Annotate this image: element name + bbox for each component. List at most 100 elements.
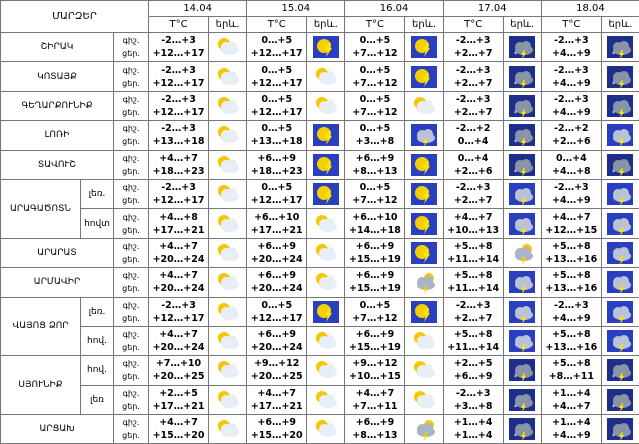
night-temp: +5…+8 <box>453 240 493 252</box>
night-temp: +9…+12 <box>254 358 300 370</box>
icon-cell: * <box>600 414 639 444</box>
night-temp: 0…+4 <box>556 152 587 164</box>
temperature: +6…+9 +20…+24 <box>246 267 308 298</box>
night-temp: +6…+9 <box>355 152 395 164</box>
icon-cell: * <box>502 120 542 151</box>
day-temp: +4…+9 <box>552 312 591 324</box>
zone: հով. <box>80 325 114 357</box>
svg-text:*: * <box>612 110 615 117</box>
temperature: -2…+3 +12…+17 <box>148 296 210 327</box>
time-labels: գիշ. ցեր. <box>112 208 150 239</box>
icon-cell <box>208 90 248 122</box>
night-temp: 0…+5 <box>261 35 293 47</box>
icon-cell: * <box>600 61 639 92</box>
weather-icon <box>315 96 337 114</box>
region-row: ԱՐՄԱՎԻՐ գիշ. ցեր. +4…+7 +20…+24 +6…+9 +20…+24 +… <box>0 267 639 298</box>
weather-icon <box>312 183 339 206</box>
day-temp: +4…+9 <box>552 48 591 60</box>
night-temp: +5…+8 <box>453 329 493 341</box>
day-label: ցեր. <box>122 284 140 294</box>
icon-cell <box>502 267 542 298</box>
weather-icon <box>217 185 239 203</box>
temperature: 0…+4 +2…+6 <box>442 149 504 180</box>
temperature: +4…+7 +17…+21 <box>246 384 308 416</box>
temperature: -2…+3 +3…+8 <box>442 384 504 416</box>
day-temp: +20…+24 <box>250 283 303 295</box>
region-row: ՎԱՅՈՑ ՁՈՐ լեռ. գիշ. ցեր. -2…+3 +12…+17 0…+5 +12… <box>0 296 639 357</box>
temperature: +6…+10 +14…+18 <box>344 208 406 239</box>
zone: լեռ. <box>80 178 114 210</box>
temperature: 0…+5 +13…+18 <box>246 120 308 151</box>
temperature: -2…+3 +2…+7 <box>442 90 504 122</box>
weather-icon <box>414 96 436 114</box>
zone: հովտ <box>80 208 114 239</box>
icon-cell <box>600 237 639 269</box>
temperature: 0…+5 +7…+12 <box>344 90 406 122</box>
svg-text:*: * <box>514 169 517 176</box>
region-name: ԱՐԱԳԱԾՈՏՆ <box>0 178 81 239</box>
icon-cell: * <box>502 355 542 386</box>
icon-cell <box>404 355 444 386</box>
night-temp: +6…+10 <box>352 211 398 223</box>
weather-icon <box>315 332 337 350</box>
weather-icon <box>315 67 337 85</box>
temperature: +5…+8 +13…+16 <box>540 325 602 357</box>
weather-icon <box>315 273 337 291</box>
date: 18.04 <box>540 0 639 17</box>
day-label: ցեր. <box>122 78 140 88</box>
weather-icon: * <box>607 36 634 60</box>
day-temp: +13…+16 <box>545 342 598 354</box>
night-temp: -2…+3 <box>161 299 196 311</box>
day-temp: +17…+21 <box>152 400 205 412</box>
weather-icon: * <box>509 36 536 60</box>
title: ՄԱՐԶԵՐ <box>0 0 150 33</box>
temperature: +6…+9 +20…+24 <box>246 325 308 357</box>
icon-cell <box>208 237 248 269</box>
weather-icon <box>607 241 634 265</box>
temperature: +7…+10 +20…+25 <box>148 355 210 386</box>
weather-icon <box>411 65 438 88</box>
weather-icon <box>509 300 536 324</box>
day-label: ցեր. <box>122 254 140 264</box>
day-temp: +11…+14 <box>447 283 500 295</box>
time-labels: գիշ. ցեր. <box>112 31 150 63</box>
weather-icon <box>509 212 536 236</box>
temperature: +6…+10 +17…+21 <box>246 208 308 239</box>
icon-cell <box>208 355 248 386</box>
night-label: գիշ. <box>122 65 140 75</box>
svg-text:*: * <box>612 404 615 411</box>
weather-icon <box>217 155 239 173</box>
svg-text:*: * <box>514 110 517 117</box>
night-temp: +4…+7 <box>355 387 395 399</box>
region-name: ՎԱՅՈՑ ՁՈՐ <box>0 296 81 357</box>
temperature: +6…+9 +15…+19 <box>344 267 406 298</box>
weather-icon <box>411 212 438 235</box>
temperature: +6…+9 +8…+13 <box>344 149 406 180</box>
time-labels: գիշ. ցեր. <box>112 267 150 298</box>
weather-icon <box>411 153 438 176</box>
day-temp: +14…+18 <box>349 224 401 236</box>
night-temp: +4…+7 <box>159 240 198 252</box>
day-temp: +17…+21 <box>250 224 303 236</box>
region-name: ԱՐՄԱՎԻՐ <box>0 267 114 298</box>
night-temp: 0…+5 <box>261 182 293 194</box>
day-temp: +7…+11 <box>352 400 398 412</box>
temperature: 0…+5 +12…+17 <box>246 296 308 327</box>
temperature: +5…+8 +11…+14 <box>442 267 504 298</box>
day-label: ցեր. <box>122 401 140 411</box>
temperature: 0…+5 +12…+17 <box>246 90 308 122</box>
weather-icon: * <box>509 418 536 442</box>
weather-icon: * <box>509 94 536 118</box>
night-label: գիշ. <box>122 271 140 281</box>
day-temp: +2…+7 <box>453 195 493 207</box>
temperature: 0…+5 +3…+8 <box>344 120 406 151</box>
time-labels: գիշ. ցեր. <box>112 120 150 151</box>
temperature: +6…+9 +20…+24 <box>246 237 308 269</box>
zone: լեռ <box>80 384 114 416</box>
day-temp: +4…+9 <box>552 195 591 207</box>
temperature: +1…+4 +4…+7 <box>540 384 602 416</box>
day-temp: +12…+17 <box>152 312 205 324</box>
night-temp: 0…+4 <box>457 152 489 164</box>
region-name: ՍՅՈՒՆԻՔ <box>0 355 81 416</box>
